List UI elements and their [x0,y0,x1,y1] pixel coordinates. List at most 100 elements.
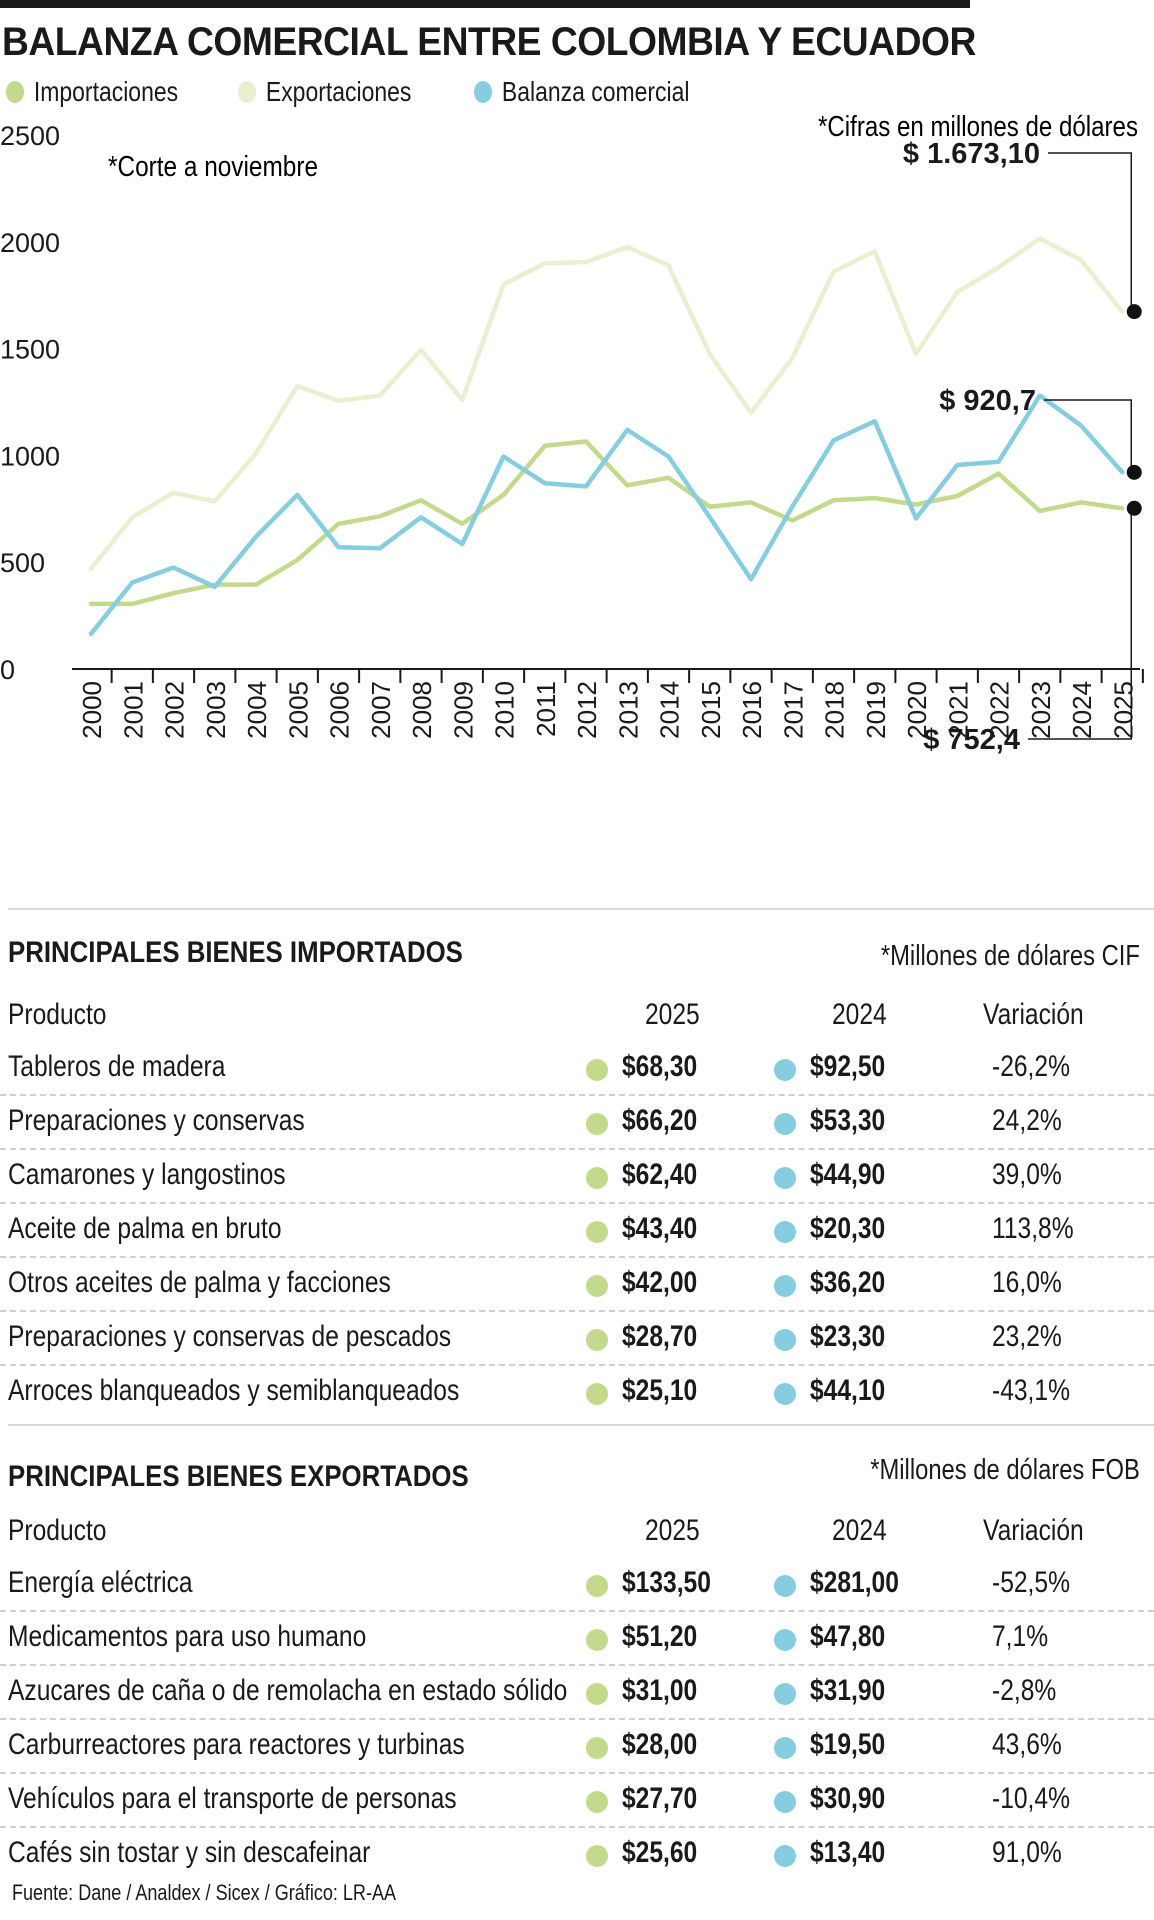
value-2024: $281,00 [810,1566,899,1599]
table-row: Arroces blanqueados y semiblanqueados $25… [0,1366,1154,1418]
section-divider [8,1424,1154,1426]
callouts: $ 1.673,10 $ 920,7 $ 752,4 [903,138,1142,756]
product-name: Camarones y langostinos [8,1158,286,1191]
value-2025: $31,00 [622,1674,698,1707]
table-row: Carburreactores para reactores y turbina… [0,1720,1154,1774]
table-row: Otros aceites de palma y facciones $42,00… [0,1258,1154,1312]
top-rule [0,0,970,8]
exports-section-title: PRINCIPALES BIENES EXPORTADOS [8,1460,469,1493]
dot-2024 [774,1791,796,1813]
x-tick-label: 2017 [778,681,808,739]
series-lines [88,236,1125,637]
x-tick-label: 2007 [366,681,396,739]
y-tick-label: 1500 [0,335,60,365]
y-tick-label: 500 [0,548,45,578]
product-name: Tableros de madera [8,1050,226,1083]
page-title: BALANZA COMERCIAL ENTRE COLOMBIA Y ECUAD… [2,20,976,64]
series-endpoint-marker [1126,304,1142,320]
value-2024: $44,90 [810,1158,886,1191]
table-row: Vehículos para el transporte de personas… [0,1774,1154,1828]
section-divider [8,908,1154,910]
dot-2025 [586,1845,608,1867]
column-header-product: Producto [8,1514,107,1547]
callout-label: $ 1.673,10 [903,138,1040,170]
dot-2024 [774,1275,796,1297]
variation-value: -10,4% [992,1782,1070,1815]
value-2025: $25,10 [622,1374,698,1407]
value-2025: $68,30 [622,1050,698,1083]
y-axis-tick-labels: 0 500 1000 1500 2000 2500 [0,121,60,685]
value-2024: $20,30 [810,1212,886,1245]
product-name: Energía eléctrica [8,1566,193,1599]
y-tick-label: 1000 [0,441,60,471]
variation-value: -2,8% [992,1674,1057,1707]
product-name: Preparaciones y conservas de pescados [8,1320,452,1353]
value-2025: $28,00 [622,1728,698,1761]
legend-item-balanza: Balanza comercial [474,76,689,108]
x-tick-label: 2023 [1026,681,1056,739]
dot-2024 [774,1737,796,1759]
variation-value: 43,6% [992,1728,1062,1761]
callout-label: $ 752,4 [923,724,1020,756]
dot-2024 [774,1167,796,1189]
value-2024: $44,10 [810,1374,886,1407]
series-endpoint-marker [1126,464,1142,480]
table-row: Aceite de palma en bruto $43,40 $20,30 113,… [0,1204,1154,1258]
variation-value: -26,2% [992,1050,1070,1083]
column-header-variation: Variación [983,1514,1084,1547]
x-tick-label: 2024 [1067,681,1097,739]
dot-2025 [586,1167,608,1189]
x-tick-label: 2000 [77,681,107,739]
table-row: Tableros de madera $68,30 $92,50 -26,2% [0,1042,1154,1096]
dot-2025 [586,1221,608,1243]
dot-2024 [774,1059,796,1081]
value-2025: $43,40 [622,1212,698,1245]
table-header-row: Producto 2025 2024 Variación [0,990,1154,1042]
units-note: *Cifras en millones de dólares [818,111,1138,143]
dot-2025 [586,1275,608,1297]
y-tick-label: 0 [0,655,15,685]
legend-item-exportaciones: Exportaciones [238,76,411,108]
variation-value: -52,5% [992,1566,1070,1599]
dot-2025 [586,1383,608,1405]
dot-2024 [774,1383,796,1405]
dot-2024 [774,1113,796,1135]
product-name: Aceite de palma en bruto [8,1212,282,1245]
x-tick-label: 2018 [820,681,850,739]
product-name: Otros aceites de palma y facciones [8,1266,391,1299]
value-2024: $36,20 [810,1266,886,1299]
x-tick-label: 2011 [531,681,561,737]
x-tick-label: 2019 [861,681,891,739]
value-2025: $27,70 [622,1782,698,1815]
legend-swatch-balanza [474,81,493,103]
dot-2024 [774,1683,796,1705]
value-2025: $62,40 [622,1158,698,1191]
value-2025: $42,00 [622,1266,698,1299]
dot-2025 [586,1629,608,1651]
series-line-balanza-comercial [88,393,1125,637]
dot-2025 [586,1683,608,1705]
series-line-importaciones [88,439,1125,607]
dot-2025 [586,1329,608,1351]
legend-swatch-importaciones [6,81,25,103]
callout-leader-line [1048,152,1132,312]
dot-2024 [774,1575,796,1597]
column-header-variation: Variación [983,998,1084,1031]
x-tick-label: 2021 [943,681,973,739]
y-tick-label: 2000 [0,228,60,258]
table-row: Cafés sin tostar y sin descafeinar $25,60… [0,1828,1154,1880]
x-tick-label: 2020 [902,681,932,739]
value-2025: $51,20 [622,1620,698,1653]
exports-unit-note: *Millones de dólares FOB [870,1454,1140,1486]
series-endpoint-marker [1126,500,1142,516]
column-header-2025: 2025 [645,998,700,1031]
legend-label: Exportaciones [265,76,412,107]
column-header-2024: 2024 [832,998,887,1031]
dot-2025 [586,1575,608,1597]
value-2025: $28,70 [622,1320,698,1353]
variation-value: 23,2% [992,1320,1062,1353]
imports-table: Producto 2025 2024 Variación Tableros de… [0,990,1154,1418]
dot-2025 [586,1113,608,1135]
value-2024: $53,30 [810,1104,886,1137]
